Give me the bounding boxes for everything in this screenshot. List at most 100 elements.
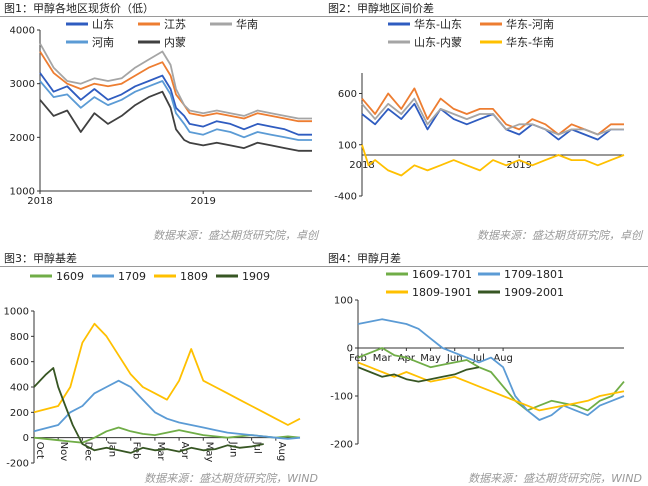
legend-label: 1709 bbox=[118, 270, 146, 283]
legend-label: 内蒙 bbox=[164, 35, 186, 49]
chart-title: 图1：甲醇各地区现货价（低） bbox=[4, 2, 154, 15]
legend-entry: 河南 bbox=[66, 36, 114, 49]
y-tick-label: 0 bbox=[347, 344, 353, 355]
x-tick-label: Jul bbox=[472, 353, 485, 364]
data-source: 数据来源：盛达期货研究院，卓创 bbox=[477, 229, 642, 242]
chart-panel-3: 图3：甲醇基差 -200 0 200 400 600 800 1000 Oct Nov Dec Ja… bbox=[0, 250, 324, 486]
x-tick-label: May bbox=[203, 442, 214, 463]
x-tick-label: Nov bbox=[58, 442, 69, 462]
series-line-3 bbox=[357, 361, 625, 412]
series-line-1 bbox=[39, 72, 312, 136]
legend-label: 华东-华南 bbox=[506, 35, 554, 49]
legend-entry: 华东-河南 bbox=[480, 18, 554, 31]
x-tick-label: Mar bbox=[155, 442, 166, 462]
y-tick-label: 100 bbox=[334, 296, 353, 307]
x-tick-label: Aug bbox=[276, 442, 287, 462]
y-tick-label: -200 bbox=[330, 440, 353, 451]
series-line-1 bbox=[357, 347, 625, 412]
legend-entry: 华南 bbox=[210, 18, 258, 31]
series-line-3 bbox=[33, 322, 301, 426]
series-line-2 bbox=[33, 379, 301, 440]
x-tick-label: Oct bbox=[34, 442, 45, 459]
chart-title: 图4：甲醇月差 bbox=[328, 252, 401, 265]
divider bbox=[324, 266, 648, 267]
y-tick-label: 600 bbox=[10, 357, 29, 368]
chart-panel-4: 图4：甲醇月差 -200 -100 0 100 Feb Mar Apr May Jun Jul Au… bbox=[324, 250, 648, 486]
legend-entry: 1809-1901 bbox=[386, 286, 472, 299]
legend-label: 1809 bbox=[180, 270, 208, 283]
y-tick-label: 2000 bbox=[10, 133, 35, 144]
series-line-4 bbox=[33, 367, 264, 454]
legend-entry: 华东-山东 bbox=[388, 18, 462, 31]
legend-entry: 内蒙 bbox=[138, 35, 186, 49]
legend-entry: 山东-内蒙 bbox=[388, 35, 462, 49]
legend-label: 华南 bbox=[236, 18, 258, 31]
chart-panel-1: 图1：甲醇各地区现货价（低） 1000 2000 3000 4000 2018 2019 山… bbox=[0, 0, 324, 243]
legend-entry: 江苏 bbox=[138, 18, 186, 31]
legend-label: 江苏 bbox=[164, 18, 186, 31]
series-line-4 bbox=[39, 80, 312, 141]
series-line-2 bbox=[39, 51, 312, 123]
x-tick-label: 2018 bbox=[27, 196, 52, 207]
legend-label: 河南 bbox=[92, 36, 114, 49]
x-tick-label: Aug bbox=[493, 353, 513, 364]
x-tick-label: Dec bbox=[82, 442, 93, 461]
chart-title: 图3：甲醇基差 bbox=[4, 252, 77, 265]
y-tick-label: 400 bbox=[10, 383, 29, 394]
divider bbox=[0, 266, 324, 267]
legend-label: 华东-河南 bbox=[506, 18, 554, 31]
series-line-1 bbox=[33, 426, 301, 444]
series-line-2 bbox=[357, 318, 625, 421]
x-tick-label: Jul bbox=[252, 441, 263, 454]
x-tick-label: Jun bbox=[446, 353, 463, 364]
series-line-4 bbox=[361, 144, 625, 177]
legend-entry: 1609-1701 bbox=[386, 268, 472, 281]
legend-entry: 1809 bbox=[154, 270, 208, 283]
legend-label: 1909-2001 bbox=[504, 286, 564, 299]
data-source: 数据来源：盛达期货研究院，WIND bbox=[468, 472, 642, 485]
x-tick-label: Mar bbox=[373, 353, 393, 364]
y-tick-label: -100 bbox=[330, 392, 353, 403]
legend-entry: 1709 bbox=[92, 270, 146, 283]
y-tick-label: 3000 bbox=[10, 79, 35, 90]
x-tick-label: 2019 bbox=[506, 160, 531, 171]
x-tick-label: 2019 bbox=[190, 196, 215, 207]
y-tick-label: 800 bbox=[10, 332, 29, 343]
series-line-3 bbox=[361, 97, 624, 136]
y-tick-label: 0 bbox=[23, 433, 29, 444]
legend-label: 1609 bbox=[56, 270, 84, 283]
x-tick-label: 2018 bbox=[349, 160, 374, 171]
chart-panel-2: 图2：甲醇地区间价差 -400 100 600 2018 2019 华东-山东 华东-河南山… bbox=[324, 0, 648, 243]
legend-label: 1909 bbox=[242, 270, 270, 283]
legend-label: 华东-山东 bbox=[414, 18, 462, 31]
y-tick-label: 1000 bbox=[4, 307, 29, 318]
y-tick-label: 4000 bbox=[10, 26, 35, 37]
legend-entry: 华东-华南 bbox=[480, 35, 554, 49]
legend-label: 1809-1901 bbox=[412, 286, 472, 299]
series-line-3 bbox=[39, 42, 312, 120]
legend-label: 1609-1701 bbox=[412, 268, 472, 281]
y-tick-label: -200 bbox=[6, 459, 29, 469]
y-tick-label: 100 bbox=[338, 140, 357, 151]
x-tick-label: Feb bbox=[349, 353, 367, 364]
divider bbox=[324, 16, 648, 17]
data-source: 数据来源：盛达期货研究院，WIND bbox=[144, 472, 318, 485]
legend-entry: 山东 bbox=[66, 18, 114, 31]
legend-entry: 1909-2001 bbox=[478, 286, 564, 299]
chart-title: 图2：甲醇地区间价差 bbox=[328, 2, 434, 15]
y-tick-label: 600 bbox=[338, 89, 357, 100]
y-tick-label: -400 bbox=[334, 192, 357, 203]
legend-label: 山东 bbox=[92, 18, 114, 31]
x-tick-label: Jun bbox=[227, 441, 238, 458]
legend-entry: 1909 bbox=[216, 270, 270, 283]
series-line-4 bbox=[357, 366, 480, 383]
series-line-2 bbox=[361, 87, 624, 136]
legend-entry: 1709-1801 bbox=[478, 268, 564, 281]
data-source: 数据来源：盛达期货研究院，卓创 bbox=[153, 229, 318, 242]
x-tick-label: May bbox=[420, 353, 441, 364]
y-tick-label: 200 bbox=[10, 408, 29, 419]
y-tick-label: 1000 bbox=[10, 187, 35, 198]
